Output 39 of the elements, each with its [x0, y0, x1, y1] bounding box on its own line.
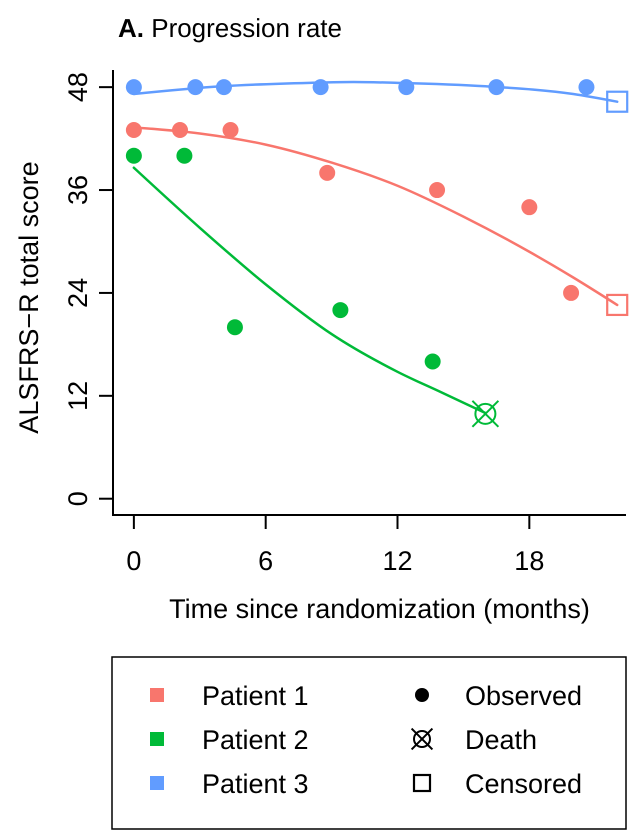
text: Censored — [465, 769, 582, 799]
x-tick-label: 18 — [514, 546, 544, 576]
y-tick-label: 48 — [63, 72, 93, 102]
legend-label: Patient 3 — [202, 769, 309, 799]
point — [126, 79, 142, 96]
text: Observed — [465, 681, 582, 711]
point — [226, 319, 243, 336]
point — [429, 182, 446, 198]
x-tick-label: 12 — [382, 546, 413, 576]
point — [606, 90, 628, 113]
x-tick-label: 0 — [126, 546, 142, 576]
point — [319, 164, 336, 181]
x-axis-title: Time since randomization (months) — [169, 594, 590, 624]
point — [398, 79, 414, 96]
point — [563, 284, 580, 301]
point — [172, 122, 188, 138]
y-tick-label: 12 — [63, 380, 93, 411]
legend-label: Patient 1 — [202, 681, 309, 711]
text: Death — [465, 725, 538, 755]
point — [126, 148, 142, 164]
point — [521, 199, 538, 216]
point — [187, 79, 204, 96]
x-tick-label: 6 — [258, 546, 274, 576]
y-tick-label: 24 — [63, 278, 93, 308]
y-tick-label: 0 — [63, 491, 93, 506]
point — [222, 122, 239, 138]
point — [578, 79, 594, 96]
point — [424, 354, 441, 370]
point — [488, 79, 504, 96]
chart-title: A. Progression rate — [118, 13, 342, 43]
point — [312, 79, 329, 96]
point — [332, 302, 348, 318]
point — [606, 294, 628, 316]
point — [216, 79, 232, 96]
y-tick-label: 36 — [63, 175, 93, 206]
legend-label: Patient 2 — [202, 725, 309, 755]
y-axis-title: ALSFRS−R total score — [14, 161, 44, 434]
point — [126, 122, 142, 138]
point — [176, 148, 192, 164]
